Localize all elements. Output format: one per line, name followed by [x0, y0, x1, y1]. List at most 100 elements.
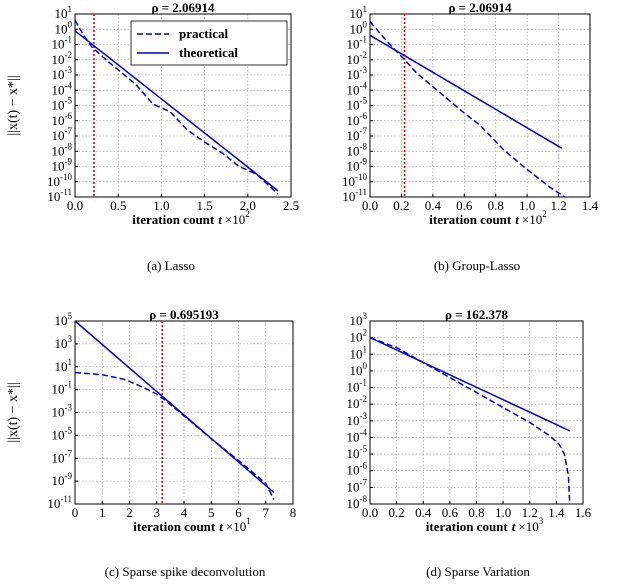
chart-0-ytick-label: 10-9 — [52, 157, 73, 174]
chart-0-title: ρ = 2.06914 — [151, 0, 215, 15]
chart-1-ytick-label: 10-9 — [347, 157, 368, 174]
chart-1-xtick-label: 0.2 — [393, 198, 409, 213]
chart-0-ytick-label: 10-1 — [52, 35, 73, 52]
chart-1-xtick-label: 0.0 — [362, 198, 378, 213]
chart-2-ytick-label: 10-7 — [52, 448, 73, 465]
chart-0-xtick-label: 2.5 — [283, 198, 299, 213]
chart-0-ytick-label: 10-2 — [52, 50, 73, 67]
chart-0-ytick-label: 10-7 — [52, 126, 73, 143]
chart-3-xtick-label: 0.4 — [415, 505, 432, 520]
chart-1-caption: (b) Group-Lasso — [434, 258, 520, 273]
chart-3-ytick-label: 10-8 — [347, 494, 368, 511]
chart-2-xtick-label: 5 — [208, 505, 215, 520]
chart-3-xtick-label: 1.4 — [548, 505, 565, 520]
legend-label-theoretical: theoretical — [179, 45, 238, 60]
chart-1-ytick-label: 10-11 — [342, 187, 367, 204]
chart-2-xtick-label: 1 — [99, 505, 106, 520]
chart-0-xtick-label: 0.0 — [67, 198, 83, 213]
chart-0-ylabel: ||x(t) − x*|| — [6, 75, 21, 135]
chart-1: 0.0 0.2 0.4 0.6 0.8 1.0 1.2 1.410110010-110-210… — [342, 0, 599, 273]
chart-1-ytick-label: 10-3 — [347, 65, 368, 82]
chart-1-ytick-label: 10-10 — [342, 172, 367, 189]
chart-3-xtick-label: 1.6 — [575, 505, 592, 520]
chart-3-xtick-label: 0.2 — [389, 505, 405, 520]
chart-2-xtick-label: 0 — [72, 505, 79, 520]
chart-3-ytick-label: 10-6 — [347, 461, 368, 478]
chart-1-xtick-label: 0.4 — [425, 198, 442, 213]
chart-2-ytick-label: 10-5 — [52, 425, 73, 442]
chart-0-xtick-label: 2.0 — [240, 198, 256, 213]
chart-0-xtick-label: 0.5 — [110, 198, 126, 213]
chart-3-caption: (d) Sparse Variation — [426, 564, 530, 579]
chart-3-ytick-label: 10-3 — [347, 411, 368, 428]
chart-1-ytick-label: 10-4 — [347, 80, 368, 97]
chart-3: 0.0 0.2 0.4 0.6 0.8 1.0 1.2 1.4 1.61031021011001… — [347, 307, 592, 579]
chart-0-series-practical — [74, 19, 279, 195]
chart-3-xtick-label: 0.6 — [442, 505, 459, 520]
chart-2-caption: (c) Sparse spike deconvolution — [105, 564, 266, 579]
chart-2-ytick-label: 10-11 — [47, 494, 72, 511]
chart-3-series-practical — [369, 336, 571, 505]
chart-2-xtick-label: 2 — [126, 505, 133, 520]
chart-3-ytick-label: 10-5 — [347, 444, 368, 461]
chart-0-ytick-label: 10-6 — [52, 111, 73, 128]
chart-3-xtick-label: 0.0 — [362, 505, 378, 520]
chart-0-ytick-label: 10-3 — [52, 65, 73, 82]
chart-2-xtick-label: 6 — [235, 505, 242, 520]
chart-1-series-practical — [369, 21, 566, 198]
chart-0-ytick-label: 10-5 — [52, 96, 73, 113]
chart-0-ytick-label: 100 — [55, 19, 73, 36]
chart-1-xtick-label: 1.0 — [519, 198, 535, 213]
chart-1-ytick-label: 10-8 — [347, 141, 368, 158]
chart-1-title: ρ = 2.06914 — [448, 0, 512, 15]
chart-2-xtick-label: 4 — [181, 505, 188, 520]
chart-0-ytick-label: 10-11 — [47, 187, 72, 204]
chart-2-xlabel: iteration count t ×101 — [133, 516, 250, 534]
chart-0-caption: (a) Lasso — [147, 258, 195, 273]
chart-1-xtick-label: 0.6 — [456, 198, 473, 213]
chart-2-series-practical — [74, 371, 275, 500]
chart-2-ylabel: ||x(t) − x*|| — [6, 382, 21, 442]
chart-3-title: ρ = 162.378 — [445, 307, 509, 322]
chart-1-ytick-label: 10-2 — [347, 50, 368, 67]
chart-2-xtick-label: 3 — [154, 505, 161, 520]
chart-3-ytick-label: 100 — [350, 361, 368, 378]
chart-2-ytick-label: 105 — [55, 311, 73, 328]
chart-3-ytick-label: 103 — [350, 311, 368, 328]
chart-1-ytick-label: 101 — [350, 4, 368, 21]
chart-2-ytick-label: 101 — [55, 357, 73, 374]
chart-3-ytick-label: 101 — [350, 344, 368, 361]
chart-0-ytick-label: 101 — [55, 4, 73, 21]
chart-3-series-theoretical — [369, 336, 571, 432]
chart-1-xlabel: iteration count t ×102 — [429, 209, 546, 227]
chart-2: 0 1 2 3 4 5 6 7 8 105 103 101 10-1 10-3 10-5 10-7 10-9 10… — [6, 307, 296, 579]
chart-3-xtick-label: 1.0 — [495, 505, 511, 520]
chart-1-ytick-label: 10-1 — [347, 35, 368, 52]
chart-0-xlabel: iteration count t ×102 — [132, 209, 249, 227]
chart-2-xtick-label: 7 — [263, 505, 270, 520]
legend-box — [130, 20, 288, 66]
chart-3-xtick-label: 1.2 — [522, 505, 538, 520]
chart-1-ytick-label: 10-5 — [347, 96, 368, 113]
chart-1-ytick-label: 100 — [350, 19, 368, 36]
chart-0-ytick-label: 10-8 — [52, 141, 73, 158]
chart-0-series-theoretical — [74, 30, 279, 192]
chart-2-title: ρ = 0.695193 — [149, 307, 219, 322]
chart-0-xtick-label: 1.5 — [196, 198, 212, 213]
chart-2-ytick-label: 10-3 — [52, 403, 73, 420]
chart-2-xtick-label: 8 — [290, 505, 297, 520]
chart-1-ytick-label: 10-7 — [347, 126, 368, 143]
chart-3-ytick-label: 10-7 — [347, 477, 368, 494]
chart-1-xtick-label: 1.2 — [550, 198, 566, 213]
chart-1-xtick-label: 0.8 — [488, 198, 504, 213]
chart-0-ytick-label: 10-4 — [52, 80, 73, 97]
legend-label-practical: practical — [179, 26, 228, 41]
chart-3-ytick-label: 10-1 — [347, 378, 368, 395]
chart-1-ytick-label: 10-6 — [347, 111, 368, 128]
chart-1-xtick-label: 1.4 — [582, 198, 599, 213]
chart-2-ytick-label: 10-1 — [52, 380, 73, 397]
chart-3-xlabel: iteration count t ×103 — [426, 516, 544, 534]
chart-2-ytick-label: 10-9 — [52, 471, 73, 488]
chart-1-series-theoretical — [369, 34, 563, 149]
